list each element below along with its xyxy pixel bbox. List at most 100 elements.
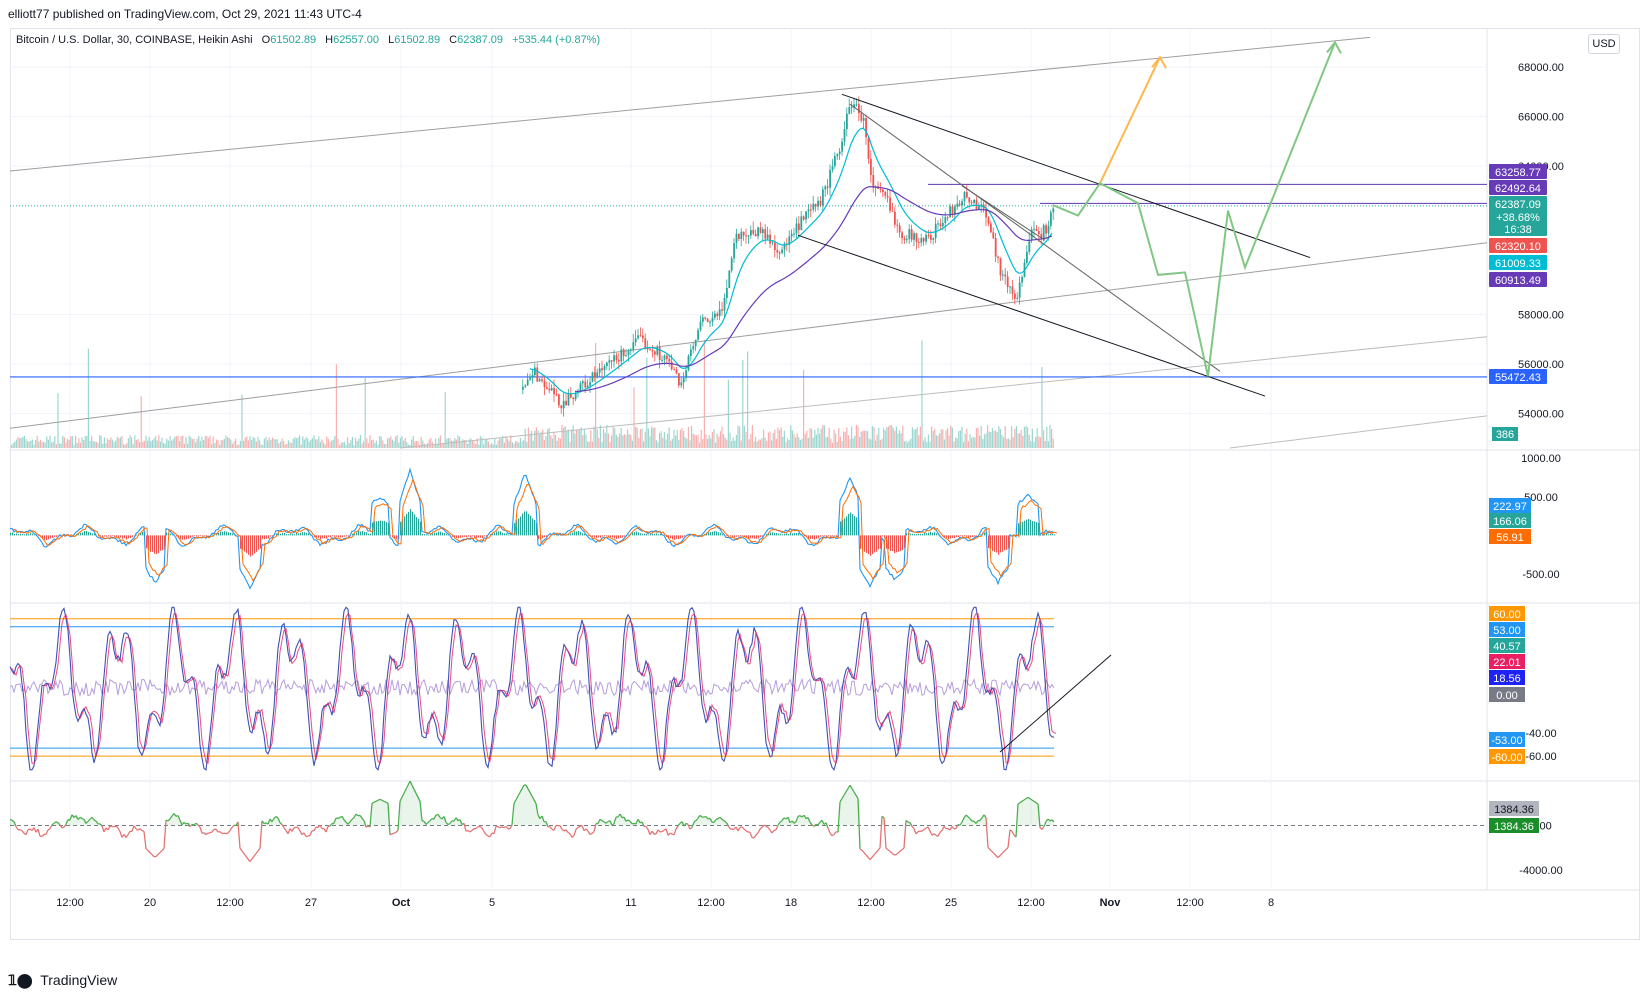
osc3-fill <box>1022 801 1024 826</box>
osc3-fill <box>978 820 980 826</box>
volume-bar <box>742 360 744 448</box>
volume-bar <box>527 427 529 448</box>
osc3-segment <box>715 818 719 821</box>
osc3-fill <box>14 821 16 826</box>
osc3-fill <box>402 797 404 826</box>
osc1-histogram-bar <box>118 535 120 538</box>
candle-body <box>1050 212 1052 226</box>
volume-bar <box>420 436 422 448</box>
trend-drawings[interactable] <box>797 40 1342 397</box>
osc3-segment <box>955 824 959 829</box>
osc3-fill <box>850 785 852 826</box>
volume-bar <box>675 435 677 448</box>
osc3-segment <box>113 825 117 828</box>
volume-bar <box>497 440 499 448</box>
volume-bar <box>1039 437 1041 448</box>
osc3-fill <box>842 798 844 826</box>
chart-svg[interactable]: 68000.0066000.0064000.0058000.0056000.00… <box>0 0 1646 970</box>
volume-bar <box>846 427 848 448</box>
osc3-fill <box>182 824 184 826</box>
volume-bar <box>593 426 595 448</box>
volume-bar <box>286 444 288 448</box>
osc3-fill <box>374 802 376 826</box>
osc3-segment <box>349 818 353 823</box>
legend-change: +535.44 (+0.87%) <box>512 34 600 46</box>
osc3-fill <box>10 819 12 826</box>
volume-bar <box>622 435 624 448</box>
volume-bar <box>339 444 341 448</box>
volume-bar <box>931 426 933 448</box>
volume-bar <box>150 441 152 448</box>
chart-container[interactable] <box>10 28 1640 940</box>
osc1-histogram-bar <box>676 535 678 539</box>
osc1-histogram-bar <box>402 519 404 536</box>
candle-body <box>836 153 839 157</box>
candle-body <box>790 233 793 237</box>
volume-bar <box>161 437 163 448</box>
pane-separators <box>10 28 1640 891</box>
volume-bar <box>174 436 176 448</box>
volume-bar <box>647 428 649 448</box>
osc1-histogram-bar <box>656 533 658 536</box>
osc1-histogram-bar <box>600 535 602 538</box>
volume-bar <box>855 424 857 448</box>
volume-bar <box>987 425 989 448</box>
volume-bar <box>115 440 117 448</box>
osc3-fill <box>534 799 536 826</box>
time-axis[interactable]: 12:00 20 12:00 27 Oct 5 11 12:00 18 12:00 25 12:00 N… <box>56 897 1274 909</box>
price-axis[interactable]: 68000.0066000.0064000.0058000.0056000.00… <box>1489 62 1564 877</box>
osc1-histogram-bar <box>176 535 178 537</box>
osc3-fill <box>1050 820 1052 826</box>
osc3-segment <box>115 825 119 829</box>
osc3-segment <box>1043 821 1047 827</box>
volume-bar <box>439 435 441 448</box>
volume-bar <box>278 443 280 448</box>
osc1-histogram-bar <box>754 535 756 539</box>
osc1-badge-value: 222.97 <box>1493 501 1527 513</box>
osc3-fill <box>630 821 632 826</box>
volume-bar <box>377 444 379 448</box>
osc3-fill <box>386 802 388 826</box>
osc3-fill <box>1038 804 1040 826</box>
volume-bar <box>209 435 211 448</box>
volume-bar <box>643 441 645 448</box>
osc3-segment <box>815 823 819 826</box>
volume-bar <box>935 435 937 448</box>
volume-bar <box>486 438 488 448</box>
volume-bar <box>772 433 774 448</box>
osc3-fill <box>456 817 458 826</box>
osc3-segment <box>665 828 669 836</box>
volume-bar <box>871 426 873 448</box>
osc3-segment <box>627 819 631 822</box>
osc1-histogram-bar <box>824 535 826 536</box>
osc3-segment <box>227 830 231 834</box>
osc1-histogram-bar <box>988 535 990 549</box>
osc3-segment <box>965 814 969 818</box>
osc1-histogram-bar <box>440 531 442 536</box>
osc1-histogram-bar <box>386 522 388 536</box>
volume-bar <box>988 431 990 448</box>
candle-body <box>932 238 935 240</box>
osc1-histogram-bar <box>46 535 48 541</box>
osc3-segment <box>465 829 469 832</box>
osc3-fill <box>198 824 200 826</box>
channel-drawings[interactable] <box>9 36 1488 449</box>
candle-body <box>615 355 618 360</box>
volume-bar <box>326 436 328 448</box>
volume-bar <box>839 436 841 448</box>
osc3-segment <box>467 830 471 833</box>
osc3-segment <box>173 813 177 817</box>
volume-bar <box>399 437 401 448</box>
candle-body <box>913 233 915 240</box>
ema-fast-line <box>529 127 1053 395</box>
candle-body <box>723 297 726 311</box>
currency-button[interactable]: USD <box>1588 34 1620 54</box>
volume-bar <box>124 444 126 448</box>
volume-bar <box>535 427 537 448</box>
osc3-fill <box>642 821 644 826</box>
volume-bar <box>231 443 233 448</box>
osc3-segment <box>517 792 521 797</box>
volume-bar <box>726 439 728 448</box>
candle-body <box>759 227 762 233</box>
osc1-histogram-bar <box>454 535 456 538</box>
